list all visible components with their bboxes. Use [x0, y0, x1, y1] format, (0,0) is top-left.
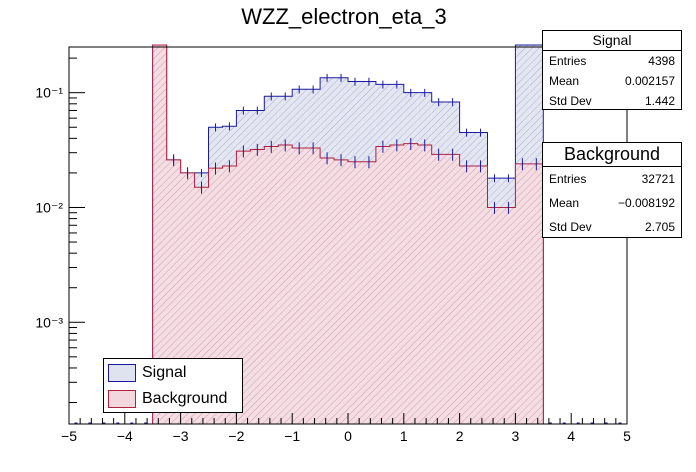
signal-entries-value: 4398 — [648, 54, 675, 68]
background-bar — [501, 207, 516, 424]
background-bar — [431, 154, 446, 424]
background-bar — [292, 147, 307, 425]
x-tick-label: −1 — [284, 428, 300, 444]
background-bar — [320, 157, 335, 424]
background-bar — [515, 163, 530, 424]
background-bar — [403, 143, 418, 424]
signal-entries-label: Entries — [549, 54, 587, 68]
signal-std-label: Std Dev — [549, 94, 592, 108]
legend-item-signal: Signal — [104, 364, 186, 382]
background-std-row: Std Dev 2.705 — [543, 215, 681, 239]
background-bar — [375, 146, 390, 424]
y-tick-label: 10⁻¹ — [35, 85, 63, 101]
signal-swatch-icon — [108, 364, 136, 382]
background-entries-label: Entries — [549, 172, 587, 186]
background-bar — [445, 154, 460, 424]
background-std-label: Std Dev — [549, 220, 592, 234]
x-tick-label: −5 — [61, 428, 77, 444]
legend-label-background: Background — [142, 390, 228, 407]
x-tick-label: −3 — [173, 428, 189, 444]
background-bar — [473, 165, 488, 424]
signal-mean-label: Mean — [549, 74, 580, 88]
y-tick-label: 10⁻² — [35, 199, 63, 215]
legend: Signal Background — [103, 358, 243, 413]
background-bar — [417, 145, 432, 424]
x-tick-label: 3 — [512, 428, 520, 444]
background-bar — [487, 207, 502, 424]
background-entries-row: Entries 32721 — [543, 167, 681, 191]
x-tick-label: 4 — [567, 428, 575, 444]
background-bar — [250, 149, 265, 425]
legend-item-background: Background — [104, 390, 227, 408]
background-mean-label: Mean — [549, 196, 580, 210]
signal-mean-row: Mean 0.002157 — [543, 71, 681, 91]
x-tick-label: 1 — [400, 428, 408, 444]
signal-mean-value: 0.002157 — [624, 74, 675, 88]
background-mean-value: −0.008192 — [617, 196, 675, 210]
background-stats-box: Background Entries 32721 Mean −0.008192 … — [542, 142, 682, 238]
signal-std-row: Std Dev 1.442 — [543, 91, 681, 111]
background-bar — [264, 146, 279, 424]
y-axis: 10⁻³ 10⁻² 10⁻¹ — [35, 57, 85, 404]
signal-stats-title: Signal — [543, 31, 681, 51]
error-bars — [74, 73, 622, 424]
signal-entries-row: Entries 4398 — [543, 51, 681, 71]
background-bar — [166, 159, 181, 424]
background-bar — [152, 45, 167, 424]
x-tick-label: 0 — [344, 428, 352, 444]
y-tick-label: 10⁻³ — [35, 314, 63, 330]
background-bar — [459, 165, 474, 424]
signal-std-value: 1.442 — [644, 94, 675, 108]
legend-label-signal: Signal — [142, 364, 187, 381]
background-mean-row: Mean −0.008192 — [543, 191, 681, 215]
background-bar — [348, 161, 362, 425]
background-entries-value: 32721 — [641, 172, 675, 186]
x-tick-label: 5 — [623, 428, 631, 444]
background-bar — [306, 147, 321, 425]
x-tick-label: −2 — [228, 428, 244, 444]
background-bar — [278, 145, 293, 424]
background-bar — [334, 159, 348, 424]
background-bar — [529, 163, 544, 424]
x-tick-label: −4 — [117, 428, 133, 444]
background-bar — [236, 151, 251, 425]
chart-title: WZZ_electron_eta_3 — [241, 4, 446, 29]
x-tick-label: 2 — [456, 428, 464, 444]
x-axis: −5 −4 −3 −2 −1 0 1 2 3 4 5 — [61, 413, 631, 444]
background-stats-title: Background — [543, 143, 681, 167]
signal-stats-box: Signal Entries 4398 Mean 0.002157 Std De… — [542, 30, 682, 110]
background-bar — [389, 145, 404, 424]
background-bar — [361, 161, 376, 425]
background-swatch-icon — [108, 390, 136, 408]
background-std-value: 2.705 — [644, 220, 675, 234]
